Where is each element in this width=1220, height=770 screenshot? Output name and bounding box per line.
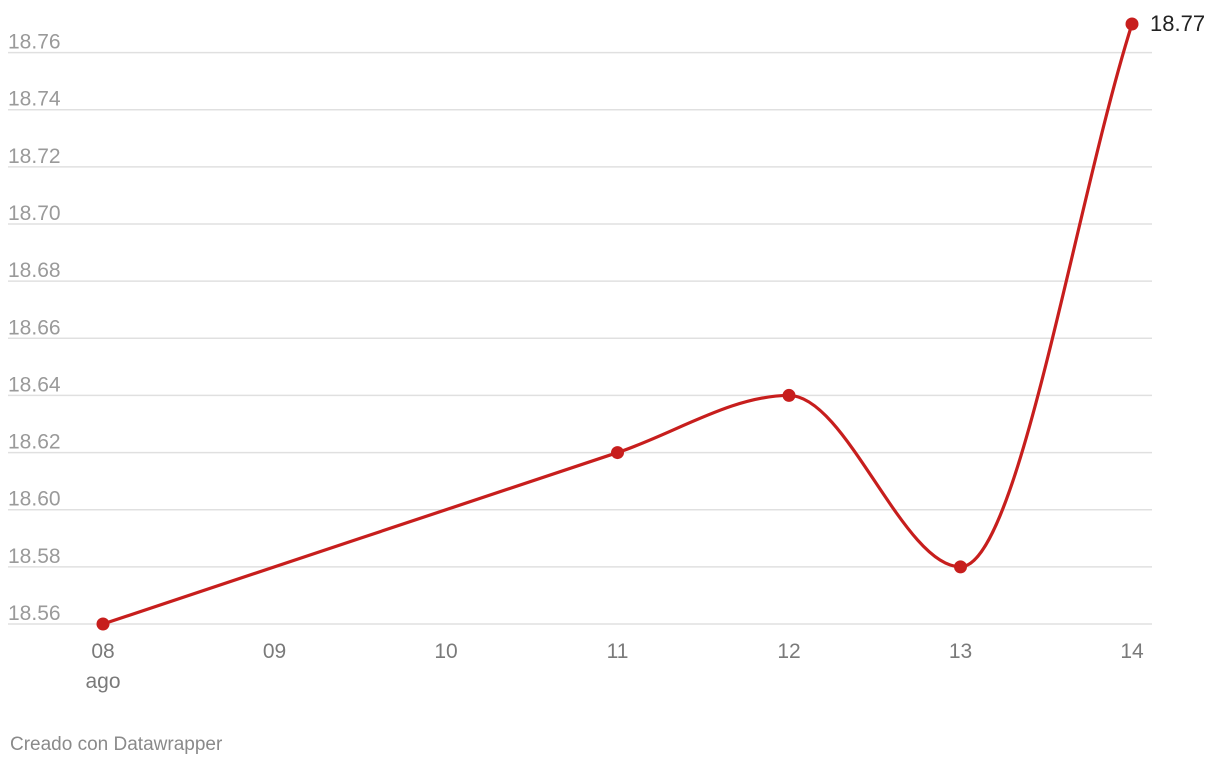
- x-tick-label: 12: [777, 640, 800, 663]
- y-tick-label: 18.64: [8, 373, 61, 396]
- datawrapper-credit: Creado con Datawrapper: [10, 734, 223, 755]
- data-points: [96, 17, 1139, 631]
- y-tick-label: 18.68: [8, 259, 61, 282]
- x-axis-ticks: 08 09 10 11 12 13 14: [91, 640, 1144, 663]
- x-axis-month-label: ago: [85, 670, 120, 693]
- x-tick-label: 10: [434, 640, 457, 663]
- data-point: [782, 388, 796, 402]
- y-tick-label: 18.74: [8, 88, 61, 111]
- y-tick-label: 18.70: [8, 202, 61, 225]
- x-tick-label: 13: [949, 640, 972, 663]
- y-tick-label: 18.76: [8, 31, 61, 54]
- data-point: [1125, 17, 1139, 31]
- y-tick-label: 18.72: [8, 145, 61, 168]
- data-point: [611, 446, 624, 460]
- end-value-label: 18.77: [1150, 11, 1205, 36]
- y-tick-label: 18.58: [8, 545, 61, 568]
- x-tick-label: 09: [263, 640, 286, 663]
- y-tick-label: 18.62: [8, 431, 61, 454]
- y-tick-label: 18.66: [8, 316, 61, 339]
- x-tick-label: 08: [91, 640, 114, 663]
- x-tick-label: 14: [1120, 640, 1144, 663]
- gridlines: [8, 51, 1152, 625]
- series-line: [101, 22, 1134, 626]
- x-tick-label: 11: [607, 640, 629, 663]
- y-tick-label: 18.56: [8, 602, 61, 625]
- data-point: [96, 617, 110, 631]
- data-point: [954, 560, 967, 574]
- y-tick-label: 18.60: [8, 488, 61, 511]
- y-axis-ticks: 18.56 18.58 18.60 18.62 18.64 18.66 18.68 18.70…: [8, 31, 61, 625]
